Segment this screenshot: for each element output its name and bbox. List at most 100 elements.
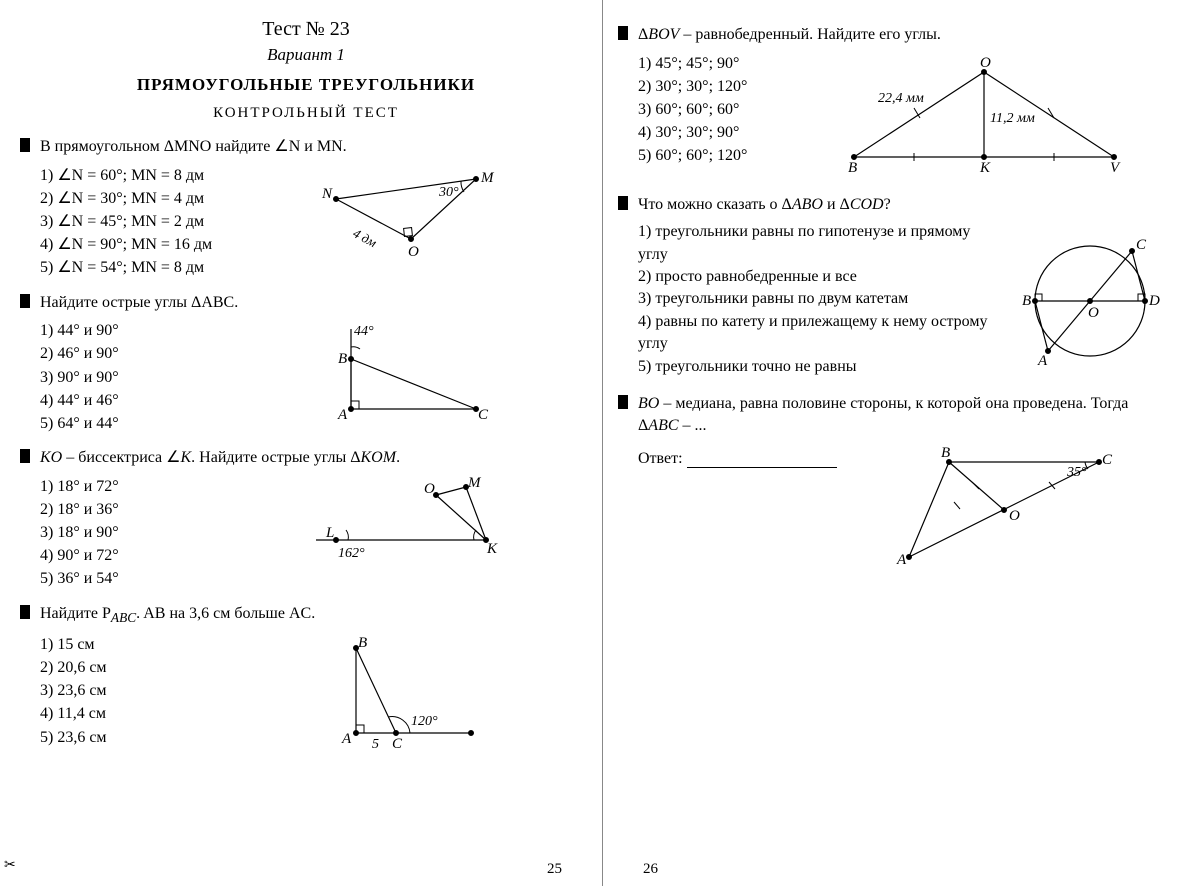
svg-text:4 дм: 4 дм [351, 225, 380, 250]
q5-opt: 4) 30°; 30°; 90° [638, 121, 798, 144]
q6-opt: 1) треугольники равны по гипотенузе и пр… [638, 221, 1002, 266]
svg-text:K: K [486, 541, 498, 557]
marker-icon [20, 449, 30, 463]
svg-text:44°: 44° [354, 324, 374, 339]
q5-options: 1) 45°; 45°; 90° 2) 30°; 30°; 120° 3) 60… [638, 52, 798, 168]
q6-opt: 3) треугольники равны по двум катетам [638, 288, 1002, 310]
q3-options: 1) 18° и 72° 2) 18° и 36° 3) 18° и 90° 4… [40, 475, 240, 591]
svg-text:O: O [408, 244, 419, 260]
question-4: Найдите PABC. AB на 3,6 см больше AC. 1)… [40, 603, 572, 753]
q1-opt: 2) ∠N = 30°; MN = 4 дм [40, 187, 240, 210]
svg-text:C: C [1102, 452, 1113, 468]
q6-text: Что можно сказать о ΔABO и ΔCOD? [638, 194, 1170, 216]
q4-opt: 1) 15 см [40, 633, 240, 656]
svg-text:B: B [941, 445, 950, 461]
q6-opt: 2) просто равнобедренные и все [638, 266, 1002, 288]
q3-opt: 2) 18° и 36° [40, 498, 240, 521]
scissors-icon: ✂ [4, 857, 16, 874]
marker-icon [618, 196, 628, 210]
svg-text:B: B [358, 635, 367, 651]
svg-text:A: A [341, 731, 352, 747]
subtitle: КОНТРОЛЬНЫЙ ТЕСТ [40, 105, 572, 122]
q2-options: 1) 44° и 90° 2) 46° и 90° 3) 90° и 90° 4… [40, 319, 240, 435]
q2-opt: 3) 90° и 90° [40, 366, 240, 389]
answer-blank[interactable] [687, 467, 837, 468]
q5-opt: 5) 60°; 60°; 120° [638, 144, 798, 167]
svg-text:C: C [478, 407, 489, 423]
q4-opt: 4) 11,4 см [40, 702, 240, 725]
svg-text:30°: 30° [438, 185, 459, 200]
svg-text:22,4 мм: 22,4 мм [878, 91, 924, 106]
svg-text:N: N [321, 186, 333, 202]
svg-text:L: L [325, 525, 334, 541]
q1-opt: 4) ∠N = 90°; MN = 16 дм [40, 233, 240, 256]
q5-opt: 3) 60°; 60°; 60° [638, 98, 798, 121]
svg-text:V: V [1110, 160, 1121, 176]
q5-opt: 2) 30°; 30°; 120° [638, 75, 798, 98]
q3-text: KO – биссектриса ∠K. Найдите острые углы… [40, 447, 572, 469]
svg-text:B: B [1022, 293, 1031, 309]
question-6: Что можно сказать о ΔABO и ΔCOD? 1) треу… [638, 194, 1170, 382]
q6-opt: 5) треугольники точно не равны [638, 356, 1002, 378]
q2-opt: 5) 64° и 44° [40, 412, 240, 435]
marker-icon [618, 395, 628, 409]
svg-text:11,2 мм: 11,2 мм [990, 111, 1035, 126]
q3-opt: 3) 18° и 90° [40, 521, 240, 544]
q2-text: Найдите острые углы ΔABC. [40, 292, 572, 314]
svg-text:O: O [1009, 508, 1020, 524]
page-spread: ✂ Тест № 23 Вариант 1 ПРЯМОУГОЛЬНЫЕ ТРЕУ… [0, 0, 1200, 886]
q6-options: 1) треугольники равны по гипотенузе и пр… [638, 221, 1010, 378]
q6-opt: 4) равны по катету и прилежащему к нему … [638, 311, 1002, 356]
q5-opt: 1) 45°; 45°; 90° [638, 52, 798, 75]
question-2: Найдите острые углы ΔABC. 1) 44° и 90° 2… [40, 292, 572, 436]
q3-opt: 1) 18° и 72° [40, 475, 240, 498]
svg-text:A: A [896, 552, 907, 568]
svg-text:120°: 120° [411, 714, 438, 729]
svg-text:M: M [467, 475, 482, 491]
svg-text:C: C [392, 736, 403, 752]
q7-answer: Ответ: [638, 442, 838, 468]
question-7: BO – медиана, равна половине стороны, к … [638, 393, 1170, 572]
svg-text:O: O [1088, 305, 1099, 321]
q7-figure: B C A O 35° [838, 442, 1170, 572]
svg-text:5: 5 [372, 737, 379, 752]
marker-icon [20, 294, 30, 308]
svg-text:D: D [1148, 293, 1160, 309]
svg-text:O: O [980, 55, 991, 71]
q1-text: В прямоугольном ΔMNO найдите ∠N и MN. [40, 136, 572, 158]
page-number-left: 25 [547, 861, 562, 878]
q4-figure: A B C 120° 5 [240, 633, 572, 753]
svg-text:B: B [338, 351, 347, 367]
marker-icon [20, 605, 30, 619]
svg-text:A: A [1037, 353, 1048, 369]
q7-text: BO – медиана, равна половине стороны, к … [638, 393, 1170, 436]
q4-opt: 3) 23,6 см [40, 679, 240, 702]
q3-figure: L K O M 162° [240, 475, 572, 565]
q1-options: 1) ∠N = 60°; MN = 8 дм 2) ∠N = 30°; MN =… [40, 164, 240, 280]
svg-text:M: M [480, 170, 495, 186]
question-5: ΔBOV – равнобедренный. Найдите его углы.… [638, 24, 1170, 182]
q4-opt: 2) 20,6 см [40, 656, 240, 679]
q2-opt: 1) 44° и 90° [40, 319, 240, 342]
marker-icon [20, 138, 30, 152]
question-1: В прямоугольном ΔMNO найдите ∠N и MN. 1)… [40, 136, 572, 280]
q6-figure: B D O A C [1010, 221, 1170, 381]
svg-text:O: O [424, 481, 435, 497]
main-title: ПРЯМОУГОЛЬНЫЕ ТРЕУГОЛЬНИКИ [40, 75, 572, 95]
q4-options: 1) 15 см 2) 20,6 см 3) 23,6 см 4) 11,4 с… [40, 633, 240, 749]
variant: Вариант 1 [40, 45, 572, 65]
q5-figure: B K V O 22,4 мм 11,2 мм [798, 52, 1170, 182]
svg-text:K: K [979, 160, 991, 176]
page-right: ΔBOV – равнобедренный. Найдите его углы.… [602, 0, 1200, 886]
q4-text: Найдите PABC. AB на 3,6 см больше AC. [40, 603, 572, 627]
q2-opt: 4) 44° и 46° [40, 389, 240, 412]
q1-opt: 1) ∠N = 60°; MN = 8 дм [40, 164, 240, 187]
q1-figure: N M O 30° 4 дм [240, 164, 572, 274]
svg-text:B: B [848, 160, 857, 176]
q1-opt: 3) ∠N = 45°; MN = 2 дм [40, 210, 240, 233]
svg-text:C: C [1136, 237, 1147, 253]
q1-opt: 5) ∠N = 54°; MN = 8 дм [40, 256, 240, 279]
svg-text:A: A [337, 407, 348, 423]
page-left: ✂ Тест № 23 Вариант 1 ПРЯМОУГОЛЬНЫЕ ТРЕУ… [0, 0, 602, 886]
q3-opt: 4) 90° и 72° [40, 544, 240, 567]
